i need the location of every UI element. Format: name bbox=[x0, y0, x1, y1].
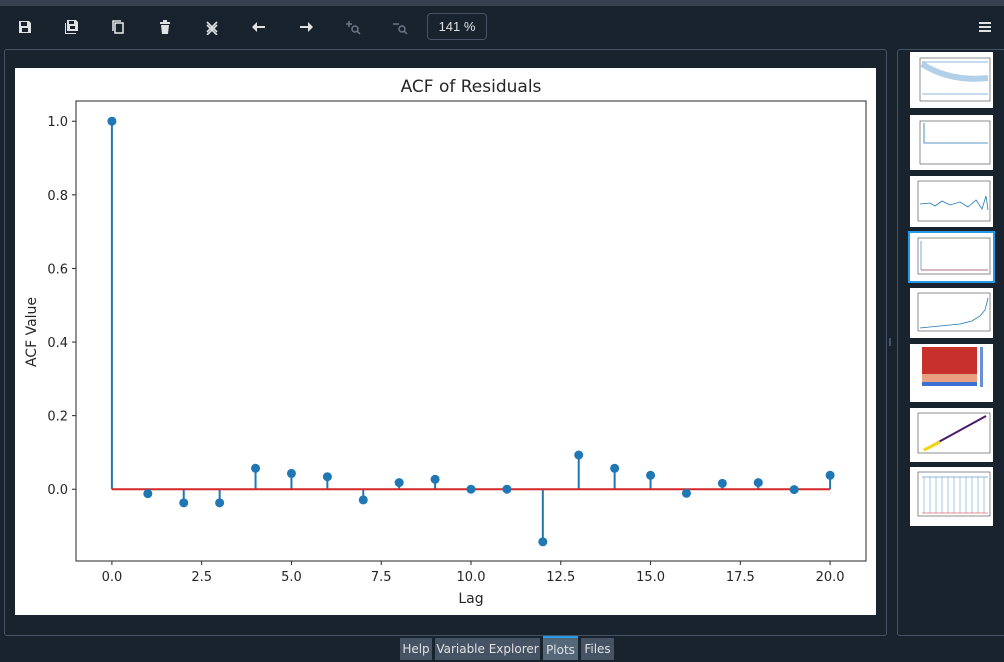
previous-arrow-icon bbox=[252, 22, 265, 32]
zoom-out-icon bbox=[393, 23, 408, 35]
stem-marker bbox=[681, 488, 691, 498]
thumbnail-4-selected[interactable] bbox=[908, 231, 995, 283]
y-tick-label: 0.8 bbox=[47, 189, 68, 204]
x-tick-label: 5.0 bbox=[281, 570, 302, 585]
x-tick-label: 2.5 bbox=[191, 570, 212, 585]
x-tick-label: 0.0 bbox=[102, 570, 123, 585]
stem-marker bbox=[107, 116, 117, 126]
stem-marker bbox=[825, 470, 835, 480]
hamburger-menu-icon bbox=[979, 22, 991, 32]
y-tick-label: 0.4 bbox=[47, 336, 68, 351]
stem-marker bbox=[179, 498, 189, 508]
save-all-button[interactable] bbox=[55, 6, 89, 48]
x-tick-label: 10.0 bbox=[457, 570, 486, 585]
chart-title: ACF of Residuals bbox=[401, 77, 542, 97]
copy-icon bbox=[112, 20, 124, 34]
stem-marker bbox=[394, 478, 404, 488]
thumbnail-2-preview bbox=[919, 120, 991, 165]
plot-canvas[interactable]: ACF of Residuals Lag ACF Value 0.0 2.5 5.0… bbox=[15, 68, 876, 615]
y-tick-label: 0.6 bbox=[47, 262, 68, 277]
thumbnail-2[interactable] bbox=[910, 115, 993, 170]
stem-marker bbox=[215, 498, 225, 508]
thumbnail-6-preview bbox=[922, 347, 983, 387]
stem-marker bbox=[466, 484, 476, 494]
zoom-out-button[interactable] bbox=[383, 6, 417, 48]
stem-marker bbox=[502, 484, 512, 494]
y-axis-label: ACF Value bbox=[24, 297, 40, 367]
stem-marker bbox=[610, 463, 620, 473]
y-tick-label: 0.2 bbox=[47, 410, 68, 425]
previous-plot-button[interactable] bbox=[242, 6, 276, 48]
tab-plots[interactable]: Plots bbox=[543, 636, 578, 660]
thumbnail-7-preview bbox=[917, 412, 991, 454]
next-plot-button[interactable] bbox=[289, 6, 323, 48]
y-tick-label: 1.0 bbox=[47, 115, 68, 130]
stem-marker bbox=[646, 470, 656, 480]
x-tick-label: 20.0 bbox=[816, 570, 845, 585]
save-button[interactable] bbox=[8, 6, 42, 48]
tab-variable-explorer[interactable]: Variable Explorer bbox=[435, 638, 540, 660]
thumbnail-4-preview bbox=[917, 237, 991, 275]
stem-marker bbox=[574, 450, 584, 460]
x-tick-label: 17.5 bbox=[726, 570, 755, 585]
tab-help[interactable]: Help bbox=[400, 638, 432, 660]
thumbnail-1-preview bbox=[919, 57, 991, 102]
y-tick-label: 0.0 bbox=[47, 483, 68, 498]
window-top-strip bbox=[0, 0, 1004, 6]
stem-marker bbox=[789, 485, 799, 495]
thumbnail-7[interactable] bbox=[910, 408, 993, 462]
zoom-in-icon bbox=[346, 21, 361, 35]
stem-marker bbox=[358, 495, 368, 505]
thumbnail-3[interactable] bbox=[910, 176, 993, 227]
copy-button[interactable] bbox=[101, 6, 135, 48]
save-icon bbox=[19, 21, 31, 33]
thumbnail-1[interactable] bbox=[910, 52, 993, 108]
x-axis-label: Lag bbox=[458, 591, 483, 607]
save-all-icon bbox=[65, 20, 78, 34]
stem-marker bbox=[322, 472, 332, 482]
options-menu-button[interactable] bbox=[968, 6, 1002, 48]
bottom-tab-bar: Help Variable Explorer Plots Files bbox=[0, 636, 1004, 660]
pane-splitter-handle[interactable] bbox=[889, 338, 891, 346]
stem-marker bbox=[251, 463, 261, 473]
delete-all-icon bbox=[206, 21, 218, 35]
stem-marker bbox=[753, 478, 763, 488]
stem-marker bbox=[286, 468, 296, 478]
acf-chart: ACF of Residuals Lag ACF Value 0.0 2.5 5.0… bbox=[24, 77, 867, 607]
delete-all-button[interactable] bbox=[195, 6, 229, 48]
stem-marker bbox=[430, 474, 440, 484]
next-arrow-icon bbox=[300, 22, 313, 32]
stem-marker bbox=[538, 537, 548, 547]
delete-icon bbox=[160, 20, 170, 34]
stem-marker bbox=[717, 478, 727, 488]
delete-button[interactable] bbox=[148, 6, 182, 48]
stem-marker bbox=[143, 489, 153, 499]
x-tick-label: 15.0 bbox=[636, 570, 665, 585]
x-tick-label: 12.5 bbox=[546, 570, 575, 585]
zoom-in-button[interactable] bbox=[336, 6, 370, 48]
tab-files[interactable]: Files bbox=[581, 638, 614, 660]
thumbnail-6[interactable] bbox=[910, 344, 993, 402]
x-tick-label: 7.5 bbox=[371, 570, 392, 585]
thumbnail-3-preview bbox=[917, 180, 991, 222]
thumbnail-5-preview bbox=[917, 292, 991, 332]
thumbnail-5[interactable] bbox=[910, 288, 993, 338]
zoom-level-field[interactable]: 141 % bbox=[427, 13, 487, 40]
thumbnail-8-preview bbox=[917, 471, 991, 517]
thumbnail-8[interactable] bbox=[910, 467, 993, 526]
plots-toolbar: 141 % bbox=[0, 6, 1004, 48]
